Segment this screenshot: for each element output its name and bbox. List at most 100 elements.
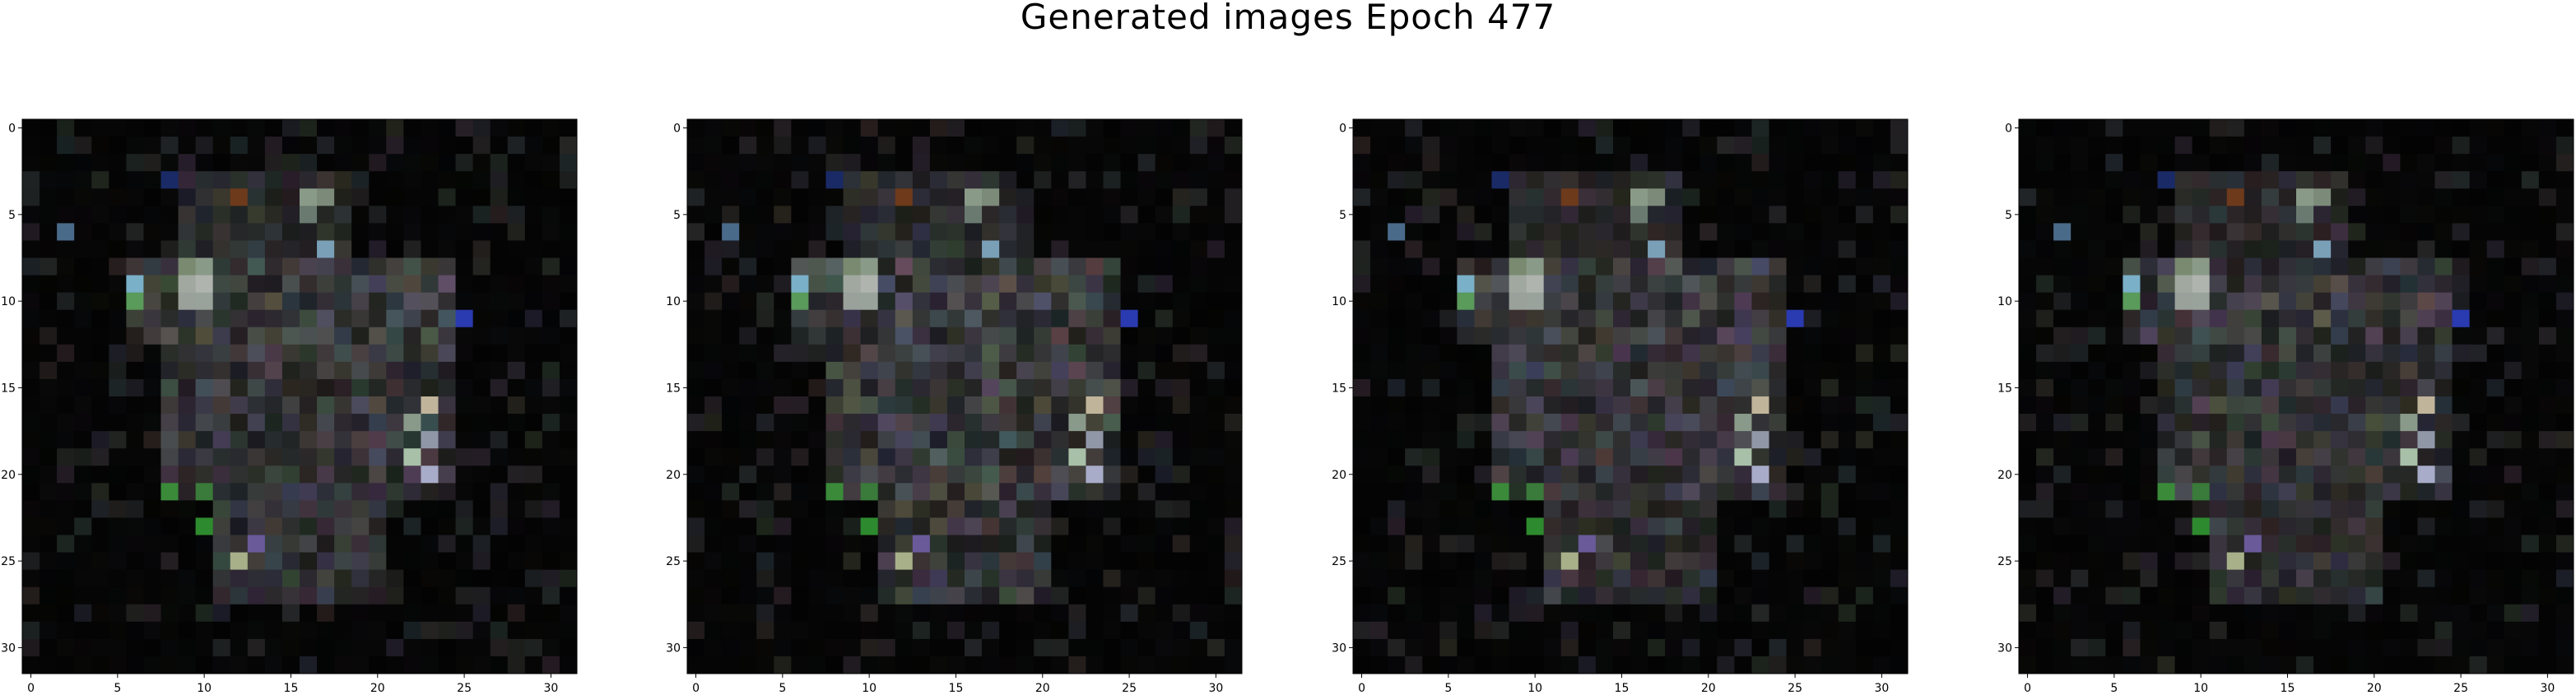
- pixel: [1630, 361, 1648, 380]
- pixel: [2088, 586, 2106, 605]
- pixel: [2417, 466, 2435, 484]
- pixel: [143, 378, 161, 397]
- pixel: [212, 344, 231, 363]
- pixel: [912, 517, 931, 535]
- pixel: [1526, 223, 1545, 241]
- pixel: [1172, 223, 1191, 241]
- pixel: [982, 552, 1000, 571]
- pixel: [2555, 621, 2574, 640]
- pixel: [334, 483, 352, 501]
- pixel: [1717, 154, 1735, 172]
- pixel: [1543, 327, 1562, 345]
- pixel: [2383, 604, 2401, 623]
- pixel: [2400, 535, 2418, 553]
- pixel: [2400, 275, 2418, 294]
- pixel: [247, 119, 266, 137]
- pixel: [247, 569, 266, 588]
- pixel: [2244, 378, 2262, 397]
- pixel: [2434, 483, 2453, 501]
- pixel: [2244, 223, 2262, 241]
- pixel: [281, 275, 300, 294]
- x-tick-label: 20: [370, 682, 385, 695]
- pixel: [300, 309, 318, 328]
- pixel: [300, 414, 318, 432]
- pixel: [1189, 517, 1208, 535]
- pixel: [982, 396, 1000, 415]
- pixel: [317, 275, 335, 294]
- pixel: [2348, 275, 2366, 294]
- pixel: [1509, 171, 1527, 189]
- pixel: [1370, 206, 1388, 224]
- pixel: [524, 344, 543, 363]
- pixel: [1457, 656, 1475, 674]
- pixel: [1224, 517, 1243, 535]
- pixel: [1855, 552, 1874, 571]
- pixel: [22, 292, 40, 311]
- pixel: [1422, 137, 1440, 155]
- pixel: [542, 344, 560, 363]
- pixel: [1509, 483, 1527, 501]
- pixel: [1872, 396, 1891, 415]
- pixel: [2452, 275, 2471, 294]
- pixel: [912, 621, 931, 640]
- pixel: [2071, 638, 2089, 657]
- pixel: [1820, 171, 1839, 189]
- pixel: [1016, 240, 1035, 258]
- pixel: [2313, 621, 2332, 640]
- pixel: [1405, 414, 1423, 432]
- pixel: [1137, 240, 1156, 258]
- pixel: [1120, 361, 1139, 380]
- pixel: [1051, 604, 1069, 623]
- pixel: [895, 275, 914, 294]
- pixel: [1137, 378, 1156, 397]
- pixel: [247, 344, 266, 363]
- pixel: [999, 621, 1017, 640]
- pixel: [334, 154, 352, 172]
- pixel: [2348, 378, 2366, 397]
- pixel: [1086, 327, 1104, 345]
- pixel: [421, 586, 439, 605]
- pixel: [1051, 223, 1069, 241]
- pixel: [825, 275, 844, 294]
- pixel: [40, 171, 58, 189]
- pixel: [264, 275, 283, 294]
- pixel: [2088, 257, 2106, 276]
- pixel: [999, 378, 1017, 397]
- pixel: [2400, 257, 2418, 276]
- pixel: [1172, 431, 1191, 449]
- pixel: [559, 206, 578, 224]
- pixel: [1439, 500, 1458, 518]
- pixel: [929, 448, 948, 466]
- pixel: [1353, 586, 1371, 605]
- pixel: [946, 378, 965, 397]
- pixel: [1491, 500, 1509, 518]
- pixel: [1172, 240, 1191, 258]
- pixel: [369, 552, 387, 571]
- pixel: [1578, 621, 1597, 640]
- pixel: [982, 171, 1000, 189]
- x-tick-label: 25: [1122, 682, 1137, 695]
- pixel: [2365, 414, 2383, 432]
- pixel: [843, 500, 862, 518]
- pixel: [178, 154, 197, 172]
- pixel: [1855, 361, 1874, 380]
- pixel: [74, 361, 92, 380]
- pixel: [1526, 483, 1545, 501]
- pixel: [1103, 535, 1121, 553]
- pixel: [2417, 378, 2435, 397]
- pixel: [2226, 569, 2245, 588]
- pixel: [2105, 621, 2123, 640]
- pixel: [143, 309, 161, 328]
- pixel: [1155, 327, 1174, 345]
- pixel: [1820, 535, 1839, 553]
- pixel: [281, 154, 300, 172]
- pixel: [2019, 500, 2037, 518]
- pixel: [739, 517, 757, 535]
- pixel: [1491, 517, 1509, 535]
- pixel: [2105, 448, 2123, 466]
- pixel: [843, 517, 862, 535]
- pixel: [1838, 396, 1857, 415]
- pixel: [1509, 223, 1527, 241]
- pixel: [2348, 171, 2366, 189]
- pixel: [386, 535, 404, 553]
